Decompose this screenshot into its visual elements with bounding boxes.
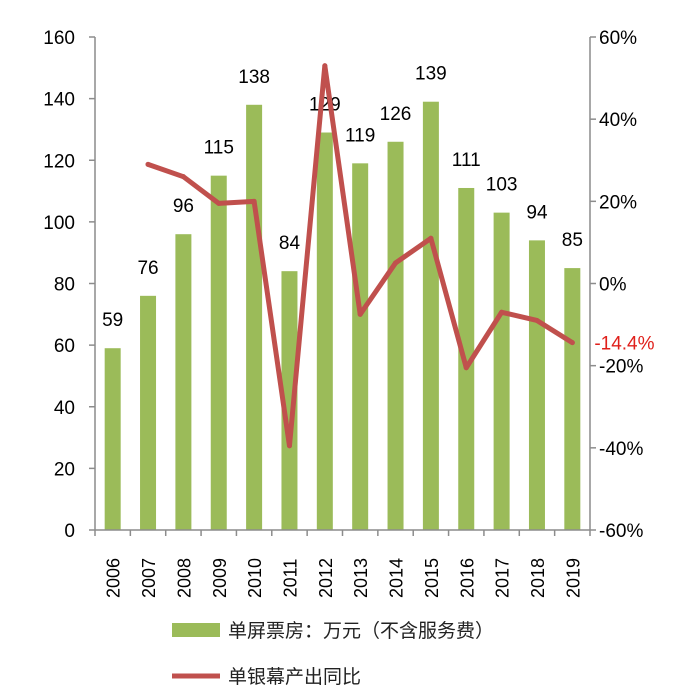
- bar-label-2016: 111: [452, 150, 481, 171]
- line-point-2007: [145, 161, 151, 167]
- x-tick-label: 2010: [245, 558, 265, 598]
- x-axis-ticks: 2006 2007 2008 2009 2010 2011 2012 2013 2014 2015…: [94, 530, 591, 598]
- bar-2018: [528, 240, 545, 531]
- x-tick-label: 2017: [493, 558, 513, 598]
- x-tick-label: 2019: [563, 558, 583, 598]
- left-axis-ticks: 0 20 40 60 80 100 120 140 160: [43, 28, 95, 542]
- bar-2009: [210, 175, 227, 530]
- legend-line-label: 单银幕产出同比: [228, 666, 361, 688]
- legend-bar-label: 单屏票房：万元（不含服务费）: [228, 620, 494, 642]
- x-tick-label: 2012: [316, 558, 336, 598]
- bar-label-2013: 119: [345, 125, 375, 146]
- line-point-2014: [393, 260, 399, 266]
- bar-2013: [352, 163, 369, 531]
- bar-series: [104, 101, 581, 531]
- x-tick-label: 2014: [387, 558, 407, 598]
- x-tick-label: 2006: [104, 558, 124, 598]
- bar-2017: [493, 212, 510, 530]
- bar-label-2009: 115: [204, 138, 234, 159]
- left-tick-label: 160: [43, 28, 75, 49]
- right-tick-label: -40%: [599, 439, 643, 460]
- x-tick-label: 2009: [210, 558, 230, 598]
- bar-2006: [104, 348, 121, 530]
- x-tick-label: 2016: [457, 558, 477, 598]
- bar-label-2010: 138: [238, 67, 270, 88]
- bar-label-2015: 139: [415, 64, 447, 85]
- line-series: [145, 63, 575, 449]
- right-axis-ticks: -60% -40% -20% 0% 20% 40% 60%: [590, 28, 643, 542]
- line-point-2017: [499, 309, 505, 315]
- line-point-2018: [534, 317, 540, 323]
- left-tick-label: 40: [54, 398, 75, 419]
- x-tick-label: 2008: [174, 558, 194, 598]
- bar-2019: [564, 268, 581, 530]
- x-tick-label: 2018: [528, 558, 548, 598]
- left-tick-label: 20: [54, 459, 75, 480]
- line-point-2016: [463, 365, 469, 371]
- axes: [94, 37, 591, 531]
- bar-2015: [422, 101, 439, 531]
- line-point-2009: [216, 200, 222, 206]
- left-tick-label: 100: [43, 213, 75, 234]
- bar-label-2019: 85: [562, 230, 583, 251]
- bar-label-2008: 96: [173, 196, 194, 217]
- line-point-2015: [428, 235, 434, 241]
- bar-label-2006: 59: [102, 310, 123, 331]
- right-tick-label: 0%: [599, 275, 627, 296]
- bar-2014: [387, 141, 404, 530]
- line-point-2013: [357, 311, 363, 317]
- x-tick-label: 2015: [422, 558, 442, 598]
- line-point-2010: [251, 198, 257, 204]
- x-tick-label: 2007: [139, 558, 159, 598]
- legend: 单屏票房：万元（不含服务费） 单银幕产出同比: [172, 620, 494, 688]
- left-tick-label: 80: [54, 275, 75, 296]
- line-point-2011: [286, 443, 292, 449]
- bar-label-2017: 103: [486, 175, 518, 196]
- bar-label-2012: 129: [309, 95, 341, 116]
- last-value-annotation: -14.4%: [594, 334, 654, 355]
- right-tick-label: 60%: [599, 28, 637, 49]
- right-tick-label: -20%: [599, 357, 643, 378]
- bar-2007: [140, 295, 157, 530]
- left-tick-label: 140: [43, 90, 75, 111]
- right-tick-label: 20%: [599, 192, 637, 213]
- bar-label-2014: 126: [380, 104, 412, 125]
- bar-label-2007: 76: [137, 258, 158, 279]
- bar-label-2018: 94: [526, 202, 548, 223]
- line-point-2019: [569, 340, 575, 346]
- left-tick-label: 120: [43, 151, 75, 172]
- line-point-2012: [322, 63, 328, 69]
- bar-2008: [175, 234, 192, 530]
- right-tick-label: 40%: [599, 110, 637, 131]
- left-tick-label: 0: [64, 521, 75, 542]
- line-point-2008: [180, 174, 186, 180]
- x-tick-label: 2013: [351, 558, 371, 598]
- bar-2010: [246, 104, 263, 530]
- bar-label-2011: 84: [279, 233, 301, 254]
- legend-bar-swatch: [172, 623, 220, 637]
- left-tick-label: 60: [54, 336, 75, 357]
- right-tick-label: -60%: [599, 521, 643, 542]
- bar-2011: [281, 271, 298, 530]
- bar-2012: [316, 132, 333, 531]
- x-tick-label: 2011: [280, 559, 300, 598]
